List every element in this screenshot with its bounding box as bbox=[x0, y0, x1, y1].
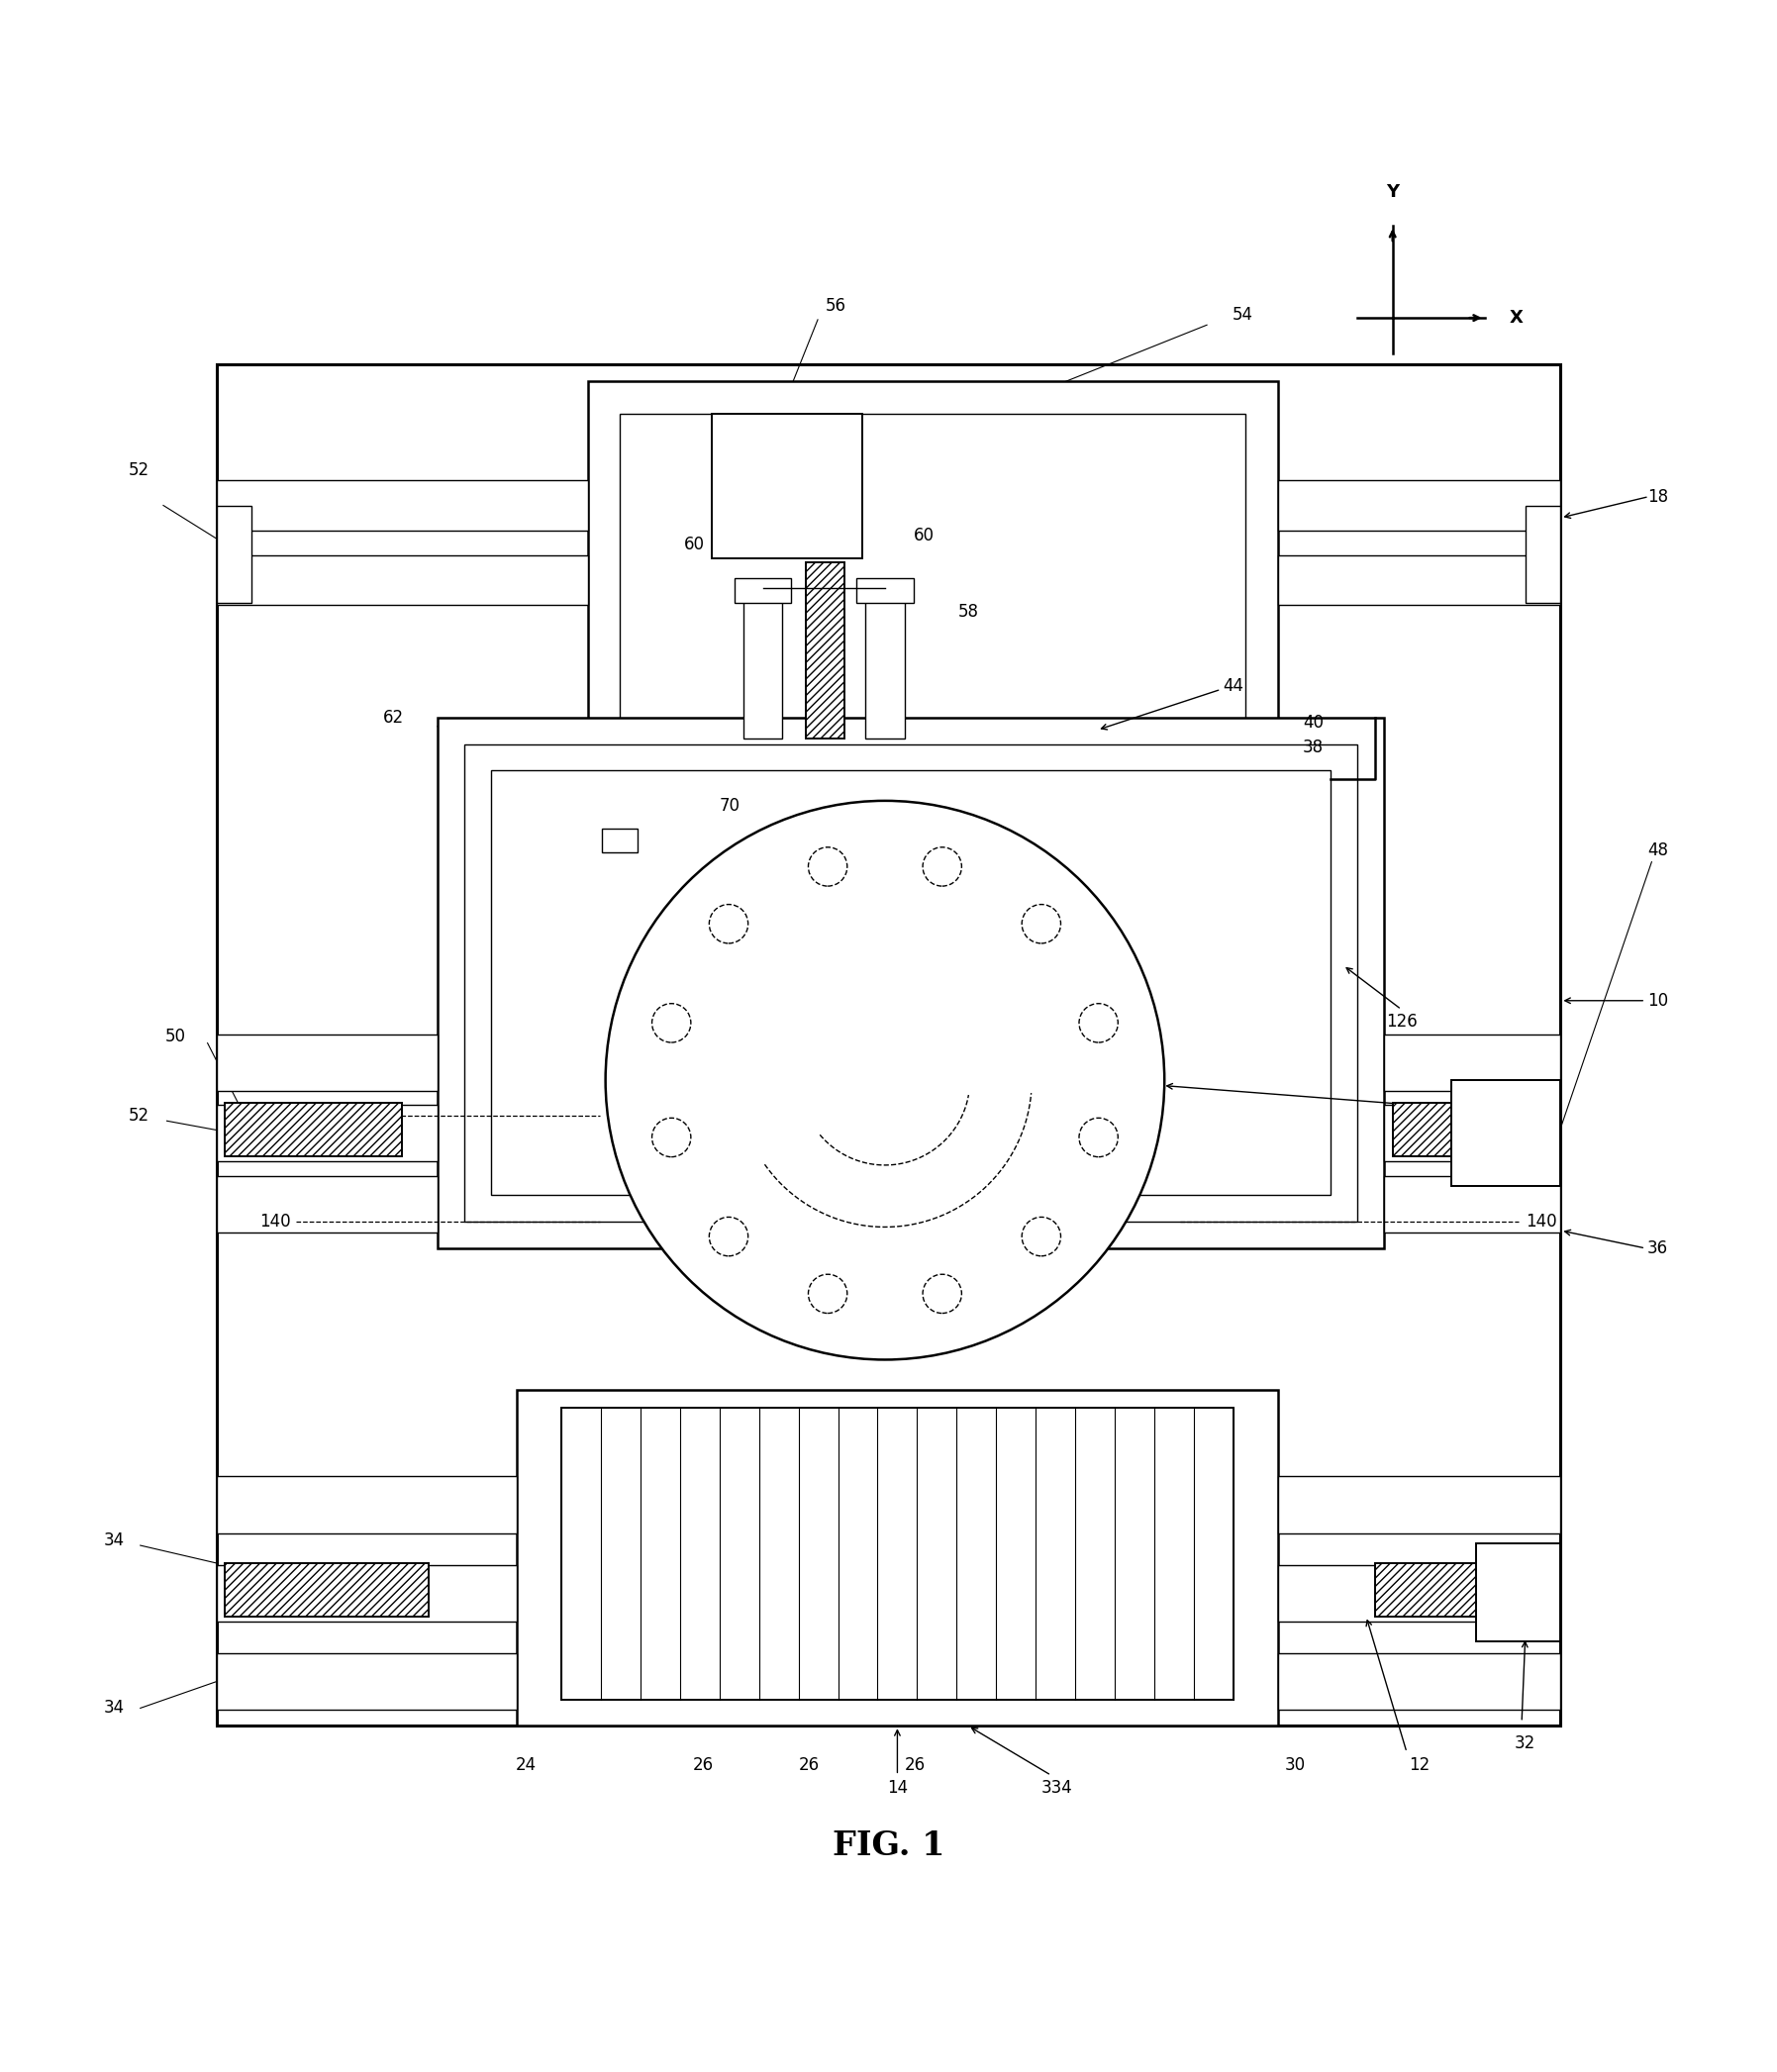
Circle shape bbox=[809, 1274, 848, 1314]
Text: 140: 140 bbox=[259, 1106, 291, 1125]
Text: 26: 26 bbox=[904, 1755, 926, 1774]
Bar bbox=[743, 588, 782, 740]
Circle shape bbox=[652, 1003, 691, 1042]
Text: 140: 140 bbox=[259, 1212, 291, 1231]
Bar bbox=[217, 481, 588, 530]
Bar bbox=[1278, 555, 1560, 605]
Circle shape bbox=[1079, 1119, 1118, 1156]
Bar bbox=[1384, 1175, 1560, 1233]
Circle shape bbox=[1022, 1216, 1061, 1256]
Bar bbox=[226, 1102, 402, 1156]
Bar bbox=[1278, 1477, 1560, 1533]
Bar bbox=[620, 414, 1246, 756]
Text: 52: 52 bbox=[128, 1106, 149, 1125]
Bar bbox=[1278, 1564, 1560, 1622]
Circle shape bbox=[652, 1119, 691, 1156]
Bar bbox=[734, 578, 791, 603]
Text: 40: 40 bbox=[1303, 715, 1324, 731]
Bar bbox=[1278, 1653, 1560, 1709]
Text: 54: 54 bbox=[1231, 305, 1253, 323]
Bar bbox=[562, 1407, 1233, 1699]
Circle shape bbox=[1079, 1003, 1118, 1042]
Text: 52: 52 bbox=[128, 462, 149, 479]
Bar bbox=[437, 717, 1384, 1247]
Circle shape bbox=[709, 903, 748, 943]
Circle shape bbox=[922, 847, 961, 887]
Bar bbox=[217, 1175, 437, 1233]
Bar bbox=[217, 1653, 517, 1709]
Circle shape bbox=[922, 1274, 961, 1314]
Text: 70: 70 bbox=[720, 798, 739, 814]
Bar bbox=[490, 771, 1331, 1196]
Text: 60: 60 bbox=[913, 526, 935, 545]
Text: 34: 34 bbox=[103, 1531, 124, 1550]
Text: 12: 12 bbox=[1409, 1755, 1430, 1774]
Bar bbox=[1475, 1544, 1560, 1641]
Bar bbox=[1384, 1034, 1560, 1090]
Text: 140: 140 bbox=[1525, 1212, 1557, 1231]
Text: 24: 24 bbox=[515, 1755, 537, 1774]
Bar bbox=[1278, 481, 1560, 530]
Bar bbox=[517, 1390, 1278, 1726]
Text: 62: 62 bbox=[382, 709, 403, 727]
Text: 60: 60 bbox=[684, 535, 704, 553]
Text: 58: 58 bbox=[958, 603, 979, 620]
Text: 34: 34 bbox=[103, 1699, 124, 1718]
Bar bbox=[217, 555, 588, 605]
Text: 38: 38 bbox=[1303, 740, 1324, 756]
Text: 14: 14 bbox=[887, 1778, 908, 1796]
Bar bbox=[1525, 506, 1560, 603]
Text: 30: 30 bbox=[1285, 1755, 1306, 1774]
Bar bbox=[464, 744, 1358, 1222]
Bar bbox=[602, 829, 638, 852]
Circle shape bbox=[709, 1216, 748, 1256]
Text: 10: 10 bbox=[1647, 992, 1669, 1009]
Bar bbox=[217, 1477, 517, 1533]
Text: 26: 26 bbox=[798, 1755, 819, 1774]
Bar bbox=[217, 506, 252, 603]
Text: 16: 16 bbox=[1502, 1106, 1523, 1125]
Bar bbox=[1384, 1104, 1560, 1162]
Bar bbox=[805, 562, 844, 740]
Bar bbox=[1452, 1080, 1560, 1187]
Bar bbox=[217, 1104, 437, 1162]
Bar bbox=[217, 365, 1560, 1726]
Bar bbox=[226, 1562, 428, 1616]
Bar bbox=[865, 588, 904, 740]
Text: 44: 44 bbox=[1223, 678, 1244, 694]
Text: 56: 56 bbox=[825, 296, 846, 315]
Bar bbox=[588, 381, 1278, 787]
Text: FIG. 1: FIG. 1 bbox=[832, 1830, 945, 1863]
Text: 126: 126 bbox=[1386, 1013, 1416, 1030]
Bar bbox=[1375, 1562, 1560, 1616]
Text: X: X bbox=[1509, 309, 1523, 327]
Text: 26: 26 bbox=[693, 1755, 713, 1774]
Text: 36: 36 bbox=[1647, 1239, 1669, 1258]
Circle shape bbox=[606, 800, 1164, 1359]
Text: 18: 18 bbox=[1647, 487, 1669, 506]
Bar bbox=[217, 1564, 517, 1622]
Text: 50: 50 bbox=[165, 1028, 187, 1044]
Circle shape bbox=[809, 847, 848, 887]
Text: 48: 48 bbox=[1647, 841, 1669, 860]
Circle shape bbox=[1022, 903, 1061, 943]
Text: Y: Y bbox=[1386, 182, 1398, 201]
Bar bbox=[711, 414, 862, 559]
Bar bbox=[217, 1034, 437, 1090]
Bar bbox=[857, 578, 913, 603]
Text: 32: 32 bbox=[1514, 1734, 1535, 1753]
Bar bbox=[1393, 1102, 1462, 1156]
Text: 334: 334 bbox=[1041, 1778, 1072, 1796]
